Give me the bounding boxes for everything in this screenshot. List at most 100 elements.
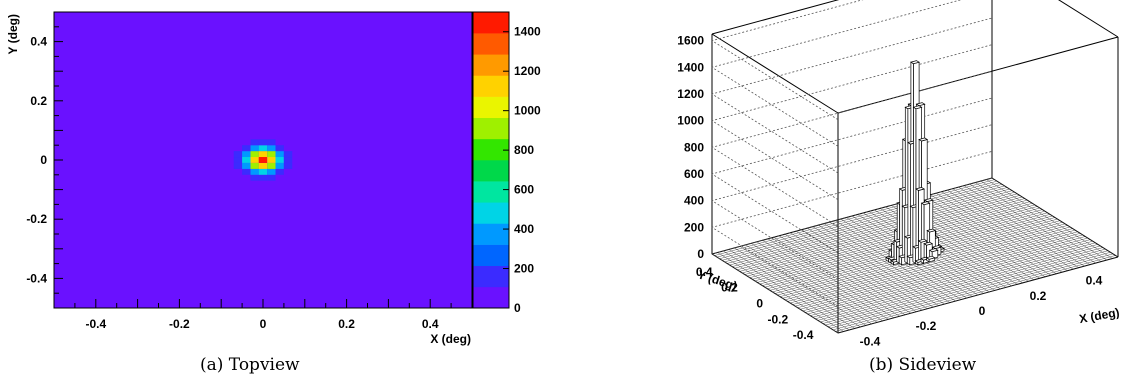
lego-floor-line — [969, 183, 1096, 264]
lego-bar-top — [920, 201, 931, 206]
heatmap-x-axis-title: X (deg) — [430, 332, 471, 346]
lego-y-tick-label: 0 — [756, 297, 763, 311]
lego-box-edge — [711, 0, 840, 35]
heatmap-cell — [275, 157, 284, 163]
colorbar-band — [473, 160, 509, 182]
lego-floor-line — [952, 188, 1079, 268]
colorbar-band — [473, 181, 509, 203]
lego-x-axis-title: X (deg) — [1078, 305, 1120, 326]
heatmap-y-tick-label: 0.2 — [30, 94, 47, 108]
heatmap-cell — [267, 139, 276, 146]
heatmap-cell — [242, 157, 251, 163]
lego-x-tick-label: -0.4 — [860, 334, 881, 348]
topview-panel: -0.4 -0.2 0 0.2 0.4 -0.4-0.200.20.4 X (deg) … — [6, 11, 541, 346]
lego-gridline — [711, 150, 993, 307]
heatmap-cell — [258, 139, 268, 146]
lego-bar-top — [928, 248, 939, 253]
lego-z-tick-label: 400 — [684, 194, 704, 208]
lego-floor-line — [711, 177, 993, 255]
lego-floor-line — [742, 196, 1023, 274]
colorbar-band — [473, 265, 509, 288]
lego-bar-top — [915, 187, 925, 191]
heatmap-cell — [242, 163, 251, 169]
lego-gridline — [711, 0, 962, 147]
caption-sideview: (b) Sideview — [869, 355, 977, 375]
lego-floor-line — [752, 203, 1033, 280]
lego-floor-line — [930, 194, 1057, 274]
lego-bar-face — [901, 205, 906, 263]
heatmap-cell — [250, 157, 259, 163]
lego-floor-line — [737, 193, 1018, 270]
lego-floor-line — [991, 177, 1119, 258]
heatmap-cell — [267, 151, 276, 158]
lego-z-tick-label: 1400 — [677, 60, 704, 74]
heatmap-cell — [283, 157, 293, 163]
colorbar-band — [473, 223, 509, 245]
lego-y-tick-label: -0.4 — [793, 328, 814, 342]
lego-gridline — [711, 97, 993, 254]
heatmap-cell — [258, 168, 268, 175]
lego-z-tick-label: 600 — [684, 167, 704, 181]
heatmap-cell — [275, 151, 284, 158]
heatmap-x-tick-label: -0.4 — [85, 317, 106, 331]
heatmap-cell — [250, 151, 259, 158]
lego-bar-top — [917, 238, 928, 243]
lego-gridline — [711, 177, 993, 334]
heatmap-cell — [283, 163, 293, 169]
lego-floor-line — [716, 180, 998, 258]
colorbar-tick-label: 1000 — [514, 104, 541, 118]
lego-z-tick-label: 1200 — [677, 87, 704, 101]
colorbar-tick-label: 800 — [514, 143, 534, 157]
lego-floor-line — [924, 196, 1051, 276]
lego-floor-line — [913, 199, 1040, 279]
heatmap-cell — [242, 168, 251, 175]
lego-bar-face — [893, 239, 898, 263]
lego-z-tick-label: 0 — [697, 247, 704, 261]
colorbar-band — [473, 75, 509, 97]
lego-floor-line — [980, 180, 1107, 261]
colorbar-band — [473, 117, 509, 140]
heatmap-y-tick-label: -0.2 — [26, 212, 47, 226]
lego-bar-top — [923, 198, 934, 202]
heatmap-cell — [258, 145, 268, 152]
colorbar-band — [473, 202, 509, 224]
lego-bar-face — [896, 245, 900, 264]
lego-bar-face — [910, 205, 914, 263]
colorbar-band — [473, 33, 509, 55]
heatmap-cell — [250, 139, 259, 146]
lego-floor-line — [722, 184, 1003, 261]
lego-gridline — [711, 17, 993, 174]
lego-x-tick-label: 0.4 — [1086, 274, 1103, 288]
heatmap-cell — [258, 157, 268, 163]
lego-bar-top — [923, 241, 934, 246]
lego-x-tick-label: -0.2 — [916, 319, 937, 333]
lego-floor-line — [947, 189, 1074, 270]
heatmap-cell — [242, 145, 251, 152]
heatmap-cell — [250, 174, 259, 181]
heatmap-cell — [242, 151, 251, 158]
heatmap-cell — [258, 151, 268, 158]
lego-z-tick-label: 1600 — [677, 34, 704, 48]
lego-floor-line — [729, 188, 1010, 266]
heatmap-cell — [283, 151, 293, 158]
colorbar-tick-label: 1200 — [514, 64, 541, 78]
lego-floor-line — [941, 191, 1068, 271]
lego-floor-line — [732, 190, 1013, 267]
lego-bar-top — [912, 105, 923, 110]
lego-floor-line — [986, 179, 1113, 259]
lego-gridline — [711, 44, 993, 201]
lego-y-tick-label: -0.2 — [768, 312, 789, 326]
heatmap-cell — [275, 163, 284, 169]
heatmap-cell — [250, 163, 259, 169]
colorbar-band — [473, 138, 509, 161]
lego-floor-line — [749, 201, 1030, 278]
colorbar-band — [473, 244, 509, 267]
lego-z-tick-label: 200 — [684, 220, 704, 234]
lego-x-tick-label: 0.2 — [1030, 289, 1047, 303]
heatmap-y-tick-label: 0.4 — [30, 35, 47, 49]
lego-gridline — [711, 124, 993, 281]
lego-gridline — [711, 70, 993, 227]
heatmap-cell — [275, 145, 284, 152]
lego-bar-top — [915, 102, 926, 107]
lego-box-edge — [1058, 0, 1119, 38]
